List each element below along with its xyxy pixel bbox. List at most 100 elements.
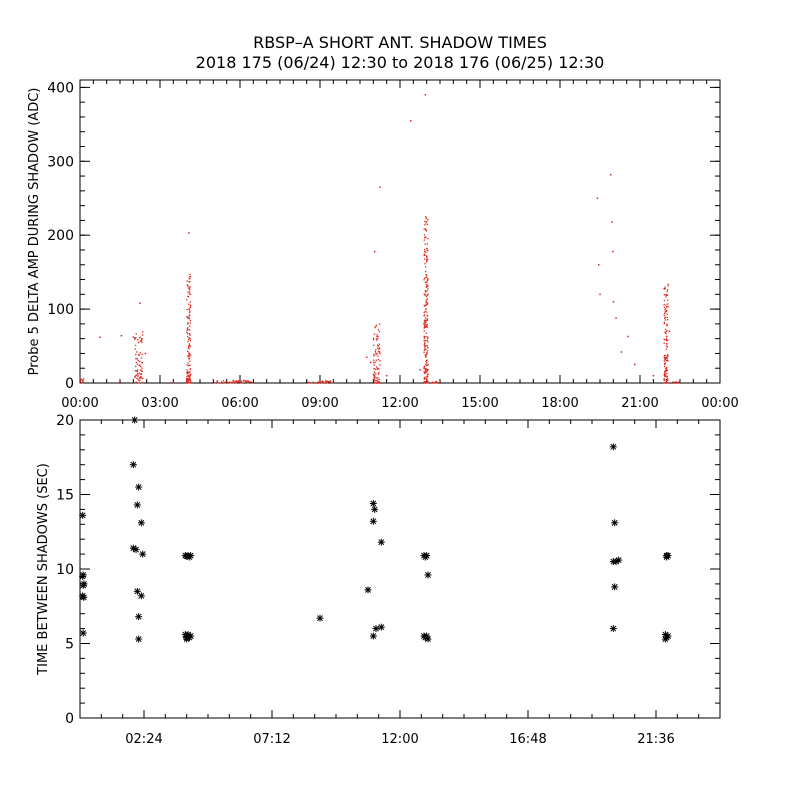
data-point <box>141 353 143 356</box>
data-point <box>664 286 666 288</box>
data-point <box>378 330 381 333</box>
data-point <box>186 375 188 378</box>
data-point <box>141 367 143 369</box>
data-point <box>425 376 427 378</box>
data-point <box>664 316 667 318</box>
data-point <box>667 360 669 362</box>
data-point <box>666 324 668 327</box>
data-point <box>425 303 427 305</box>
chart-title-line2: 2018 175 (06/24) 12:30 to 2018 176 (06/2… <box>196 53 605 72</box>
data-point <box>424 381 426 383</box>
data-point <box>233 381 235 384</box>
data-point <box>374 350 376 353</box>
data-point <box>375 382 377 384</box>
data-point <box>138 354 140 356</box>
data-point <box>377 350 380 353</box>
data-point <box>661 635 669 643</box>
data-point <box>425 286 427 288</box>
data-point <box>425 274 427 276</box>
data-point <box>611 583 619 591</box>
data-point <box>186 371 189 373</box>
data-point <box>373 355 375 357</box>
data-point <box>409 119 412 122</box>
data-point <box>316 614 324 622</box>
data-point <box>663 299 666 302</box>
data-point <box>135 361 138 363</box>
data-point <box>189 371 191 373</box>
data-point <box>135 374 137 376</box>
data-point <box>374 376 376 378</box>
data-point <box>664 328 667 331</box>
data-point <box>376 379 379 381</box>
data-point <box>251 381 253 384</box>
data-point <box>425 228 427 230</box>
plot-frame <box>79 419 721 719</box>
data-point <box>187 340 189 343</box>
data-point <box>664 363 666 365</box>
data-point <box>426 256 428 258</box>
data-point <box>663 303 665 306</box>
data-point <box>425 295 428 298</box>
data-point <box>426 374 429 376</box>
data-point <box>375 359 378 361</box>
data-point <box>141 338 143 340</box>
data-point <box>426 352 428 354</box>
data-point <box>187 296 190 298</box>
data-point <box>136 377 138 380</box>
data-point <box>325 381 327 383</box>
data-point <box>427 363 429 366</box>
data-point <box>189 286 191 288</box>
data-point <box>665 332 667 335</box>
data-point <box>609 173 612 176</box>
data-point <box>663 321 665 323</box>
data-point <box>427 278 429 280</box>
data-point <box>425 381 427 383</box>
data-point <box>140 375 142 378</box>
data-point <box>423 365 426 367</box>
data-point <box>187 327 189 329</box>
data-point <box>377 335 379 338</box>
data-point <box>425 236 427 238</box>
data-point <box>423 381 425 383</box>
data-point <box>129 461 137 469</box>
data-point <box>188 287 191 289</box>
data-point <box>82 382 84 384</box>
data-point <box>427 288 429 290</box>
data-point <box>235 380 238 382</box>
data-point <box>188 348 190 350</box>
data-point <box>426 378 428 380</box>
data-point <box>423 228 425 230</box>
data-point <box>172 381 175 384</box>
data-point <box>82 379 84 381</box>
data-point <box>424 345 427 347</box>
data-point <box>378 368 380 370</box>
data-point <box>186 335 189 338</box>
data-point <box>374 361 376 363</box>
data-point <box>425 382 427 384</box>
data-point <box>435 381 438 383</box>
data-point <box>188 314 191 317</box>
data-point <box>186 369 188 371</box>
data-point <box>423 342 426 344</box>
data-point <box>424 224 426 226</box>
data-point <box>664 372 666 374</box>
data-point <box>377 345 380 347</box>
data-point <box>188 318 190 320</box>
data-point <box>188 379 190 381</box>
data-point <box>424 305 427 307</box>
data-point <box>311 382 313 384</box>
data-point <box>365 356 368 358</box>
data-point <box>424 635 432 643</box>
data-point <box>134 382 136 384</box>
data-point <box>427 294 429 296</box>
data-point <box>611 221 613 223</box>
data-point <box>664 308 667 310</box>
data-point <box>431 381 434 383</box>
data-point <box>317 381 319 383</box>
data-point <box>80 593 88 601</box>
data-point <box>242 380 245 382</box>
data-point <box>139 352 141 354</box>
data-point <box>185 553 193 561</box>
data-point <box>664 376 666 378</box>
data-point <box>321 381 323 383</box>
